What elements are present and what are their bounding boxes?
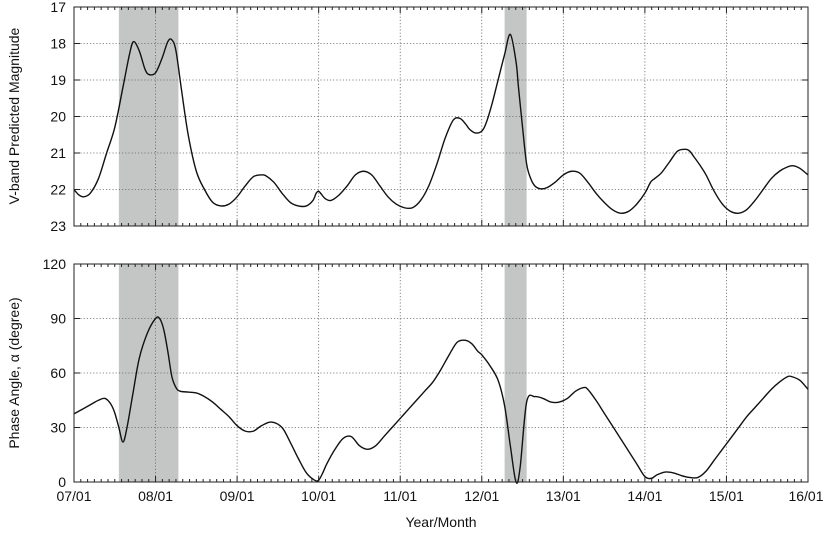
x-axis-label: Year/Month bbox=[405, 514, 476, 530]
axis-ticks bbox=[73, 6, 809, 227]
grid bbox=[74, 7, 808, 226]
x-tick-label: 09/01 bbox=[220, 488, 255, 504]
x-tick-label: 14/01 bbox=[627, 488, 662, 504]
y-tick-label: 18 bbox=[50, 36, 66, 52]
y-tick-label: 20 bbox=[50, 109, 66, 125]
x-tick-label: 11/01 bbox=[383, 488, 417, 504]
y-tick-label: 0 bbox=[58, 474, 66, 490]
x-tick-label: 08/01 bbox=[138, 488, 173, 504]
axis-ticks bbox=[73, 263, 809, 483]
x-tick-labels: 07/01 08/01 09/01 10/01 11/01 12/01 13/0… bbox=[56, 488, 823, 504]
y-tick-labels: 17 18 19 20 21 22 23 bbox=[50, 0, 66, 234]
y-tick-label: 120 bbox=[43, 256, 67, 272]
y-tick-label: 90 bbox=[50, 311, 66, 327]
y-tick-label: 21 bbox=[50, 145, 66, 161]
x-tick-label: 15/01 bbox=[709, 488, 744, 504]
y-axis-label: Phase Angle, α (degree) bbox=[6, 297, 22, 448]
magnitude-series-line bbox=[73, 33, 809, 214]
x-tick-label: 07/01 bbox=[56, 488, 91, 504]
magnitude-panel: 17 18 19 20 21 22 23 V-band Predicted Ma… bbox=[6, 0, 809, 234]
y-tick-label: 60 bbox=[50, 365, 66, 381]
y-tick-label: 22 bbox=[50, 182, 66, 198]
y-tick-label: 23 bbox=[50, 218, 66, 234]
plot-frame bbox=[73, 6, 809, 227]
x-tick-label: 16/01 bbox=[788, 488, 823, 504]
y-tick-label: 19 bbox=[50, 72, 66, 88]
y-tick-label: 30 bbox=[50, 420, 66, 436]
grid bbox=[74, 264, 808, 482]
phase-angle-series-line bbox=[73, 316, 809, 484]
y-axis-label: V-band Predicted Magnitude bbox=[6, 27, 22, 204]
plot-frame bbox=[73, 263, 809, 483]
y-tick-label: 17 bbox=[50, 0, 66, 15]
y-tick-labels: 120 90 60 30 0 bbox=[43, 256, 67, 490]
x-tick-label: 10/01 bbox=[301, 488, 336, 504]
phase-angle-panel: 120 90 60 30 0 07/01 08/01 09/01 10/01 1… bbox=[6, 256, 824, 530]
x-tick-label: 13/01 bbox=[546, 488, 581, 504]
x-tick-label: 12/01 bbox=[464, 488, 499, 504]
